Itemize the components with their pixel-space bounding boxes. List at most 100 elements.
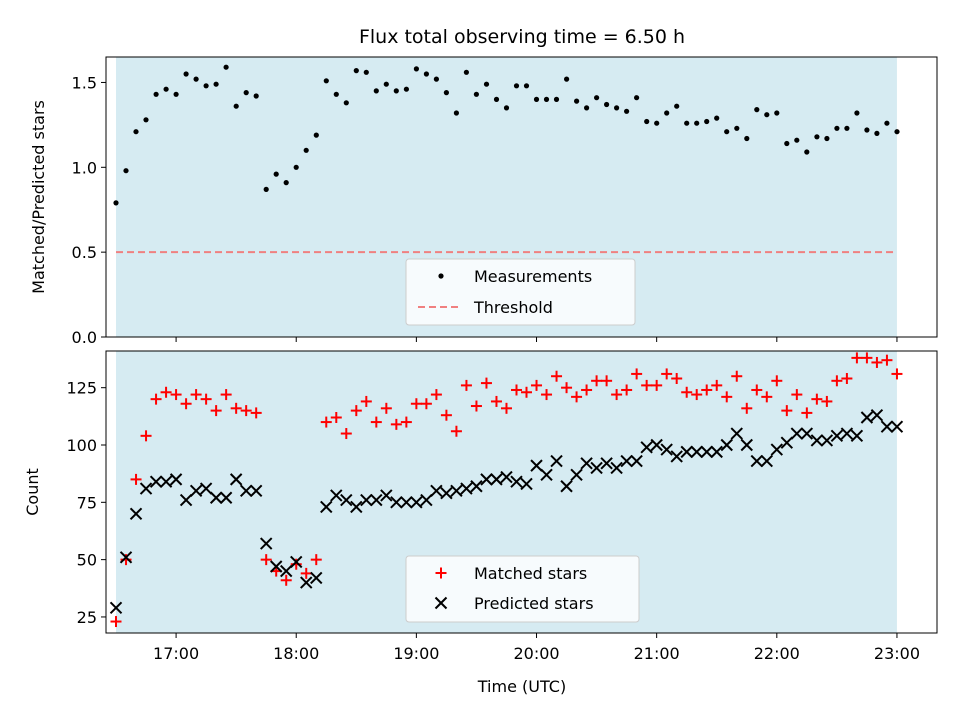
- predicted-star-point: [590, 461, 603, 475]
- time-x-tick-label: 17:00: [153, 644, 199, 663]
- count-y-tick-label: 100: [66, 436, 97, 455]
- predicted-star-point: [700, 445, 713, 459]
- predicted-star-point: [890, 420, 904, 433]
- measurement-point: [684, 120, 690, 126]
- matched-star-point: [521, 386, 533, 398]
- matched-star-point: [741, 402, 753, 414]
- measurement-point: [824, 135, 830, 142]
- measurement-point: [373, 88, 379, 94]
- measurement-point: [564, 76, 570, 82]
- matched-star-point: [150, 393, 162, 405]
- predicted-star-point: [780, 436, 794, 449]
- measurement-point: [533, 96, 540, 102]
- measurement-point: [894, 129, 900, 135]
- predicted-star-point: [169, 473, 183, 486]
- predicted-star-point: [610, 461, 623, 475]
- matched-star-point: [821, 395, 833, 407]
- measurement-point: [503, 105, 510, 111]
- matched-star-point: [661, 368, 673, 380]
- matched-star-point: [771, 375, 783, 387]
- measurement-point: [203, 83, 209, 89]
- predicted-star-point: [370, 493, 383, 507]
- measurement-point: [604, 101, 610, 108]
- predicted-star-point: [400, 496, 413, 509]
- matched-star-point: [470, 400, 482, 412]
- predicted-star-point: [249, 484, 263, 498]
- legend-matched-label: Matched stars: [474, 564, 587, 583]
- predicted-star-point: [159, 475, 173, 488]
- time-x-tick-label: 23:00: [874, 644, 920, 663]
- matched-star-point: [761, 391, 773, 403]
- matched-star-point: [671, 373, 683, 385]
- matched-star-point: [450, 425, 462, 437]
- measurement-point: [213, 81, 219, 87]
- predicted-star-point: [420, 493, 433, 507]
- legend-measurements-label: Measurements: [474, 267, 592, 286]
- matched-star-point: [370, 416, 382, 428]
- predicted-star-point: [540, 468, 553, 482]
- matched-star-point: [811, 393, 823, 405]
- measurement-point: [353, 68, 359, 74]
- measurement-point: [744, 135, 750, 142]
- measurement-point: [694, 120, 700, 126]
- measurement-point: [363, 69, 369, 75]
- measurement-point: [724, 129, 730, 135]
- matched-star-point: [320, 416, 332, 428]
- measurement-point: [243, 90, 249, 96]
- predicted-star-point: [139, 482, 153, 495]
- legend-predicted-label: Predicted stars: [474, 594, 594, 613]
- predicted-star-point: [770, 443, 784, 456]
- legend-box: [405, 258, 636, 326]
- matched-star-point: [500, 402, 512, 414]
- measurement-point: [403, 86, 409, 92]
- predicted-star-point: [490, 473, 503, 486]
- measurement-point: [734, 125, 740, 131]
- measurement-point: [784, 140, 790, 147]
- count-plot-frame: [105, 350, 938, 634]
- legend-box: [405, 555, 640, 623]
- ratio-y-axis-label: Matched/Predicted stars: [29, 100, 48, 294]
- predicted-star-point: [830, 429, 844, 443]
- predicted-star-point: [820, 434, 834, 447]
- measurement-point: [754, 107, 760, 113]
- matched-star-point: [641, 379, 653, 391]
- matched-star-point: [561, 382, 573, 394]
- measurement-point: [543, 96, 550, 102]
- measurement-point: [844, 125, 850, 131]
- predicted-star-point: [870, 408, 884, 422]
- measurement-point: [113, 200, 119, 206]
- matched-star-point: [691, 389, 703, 401]
- measurement-point: [553, 96, 560, 102]
- predicted-star-point: [580, 457, 593, 470]
- predicted-star-point: [330, 489, 343, 502]
- predicted-star-point: [179, 493, 193, 507]
- predicted-star-point: [259, 537, 273, 550]
- ratio-y-tick-label: 1.0: [72, 158, 97, 177]
- measurement-point: [153, 91, 159, 97]
- measurement-point: [493, 96, 500, 102]
- matched-star-point: [541, 389, 553, 401]
- measurement-point: [163, 86, 169, 92]
- matched-star-point: [891, 368, 903, 380]
- matched-star-point: [681, 386, 693, 398]
- ratio-panel: 0.0 0.5 1.0 1.5 Flux total observing time =…: [29, 26, 938, 347]
- predicted-star-point: [720, 438, 733, 452]
- measurement-point: [283, 180, 289, 186]
- measurement-point: [804, 149, 810, 155]
- matched-star-point: [611, 389, 623, 401]
- matched-star-point: [130, 473, 142, 485]
- measurement-point: [594, 95, 600, 101]
- matched-star-point: [831, 375, 843, 387]
- matched-star-point: [841, 373, 853, 385]
- measurement-point: [764, 112, 770, 118]
- matched-star-point: [490, 395, 502, 407]
- time-x-tick-label: 20:00: [513, 644, 559, 663]
- matched-star-point: [480, 377, 492, 389]
- matched-star-point: [721, 391, 733, 403]
- matched-star-point: [170, 389, 182, 401]
- matched-star-point: [390, 418, 402, 430]
- predicted-star-point: [510, 475, 523, 488]
- predicted-star-point: [219, 491, 233, 504]
- matched-star-point: [531, 379, 543, 391]
- matched-star-point: [160, 386, 172, 398]
